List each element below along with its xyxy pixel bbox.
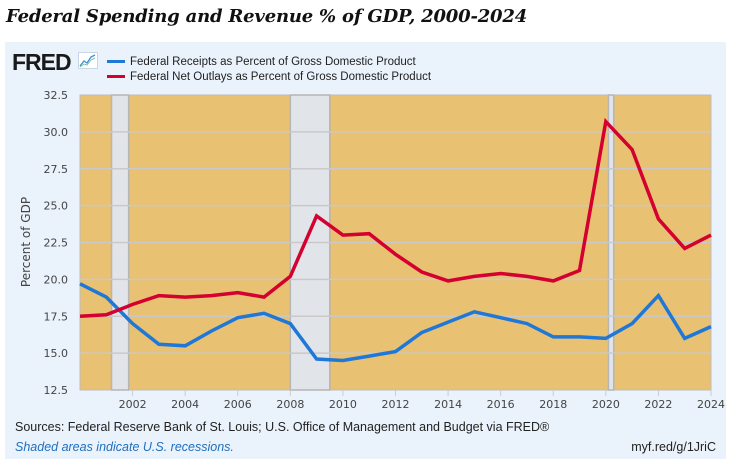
data-point-receipts[interactable] (262, 311, 266, 315)
data-point-outlays[interactable] (683, 246, 687, 250)
data-point-outlays[interactable] (709, 233, 713, 237)
data-point-outlays[interactable] (394, 252, 398, 256)
y-tick-label: 30.0 (44, 126, 69, 139)
data-point-receipts[interactable] (446, 320, 450, 324)
data-point-outlays[interactable] (78, 314, 82, 318)
y-tick-label: 12.5 (44, 384, 69, 397)
data-point-receipts[interactable] (472, 310, 476, 314)
data-point-receipts[interactable] (630, 322, 634, 326)
y-tick-label: 15.0 (44, 347, 69, 360)
x-tick-label: 2012 (382, 398, 410, 411)
data-point-receipts[interactable] (394, 350, 398, 354)
legend-label-outlays: Federal Net Outlays as Percent of Gross … (130, 70, 432, 83)
legend: Federal Receipts as Percent of Gross Dom… (107, 54, 431, 84)
data-point-outlays[interactable] (420, 270, 424, 274)
x-tick-label: 2008 (276, 398, 304, 411)
y-tick-label: 22.5 (44, 237, 69, 250)
series-line-outlays[interactable] (79, 117, 712, 319)
x-tick-label: 2014 (434, 398, 462, 411)
data-point-outlays[interactable] (183, 295, 187, 299)
data-point-receipts[interactable] (551, 335, 555, 339)
legend-label-receipts: Federal Receipts as Percent of Gross Dom… (130, 55, 416, 68)
y-tick-label: 27.5 (44, 163, 69, 176)
x-tick-label: 2010 (329, 398, 357, 411)
data-point-outlays[interactable] (656, 217, 660, 221)
data-point-outlays[interactable] (578, 269, 582, 273)
data-point-receipts[interactable] (683, 336, 687, 340)
line-chart-icon (78, 52, 98, 69)
x-tick-label: 2020 (592, 398, 620, 411)
legend-item-receipts[interactable]: Federal Receipts as Percent of Gross Dom… (107, 54, 431, 69)
y-tick-label: 25.0 (44, 200, 69, 213)
data-point-receipts[interactable] (499, 316, 503, 320)
data-point-outlays[interactable] (315, 214, 319, 218)
data-point-outlays[interactable] (472, 274, 476, 278)
fred-logo[interactable]: FRED (12, 49, 72, 75)
sources-text: Sources: Federal Reserve Bank of St. Lou… (15, 420, 550, 434)
short-url-link[interactable]: myf.red/g/1JriC (631, 440, 716, 454)
data-point-outlays[interactable] (551, 279, 555, 283)
data-point-outlays[interactable] (525, 274, 529, 278)
x-tick-label: 2002 (119, 398, 147, 411)
data-point-outlays[interactable] (630, 148, 634, 152)
data-point-receipts[interactable] (525, 322, 529, 326)
legend-swatch-receipts (107, 60, 125, 63)
y-tick-label: 17.5 (44, 310, 69, 323)
x-tick-label: 2024 (697, 398, 725, 411)
data-point-outlays[interactable] (262, 295, 266, 299)
data-point-outlays[interactable] (157, 294, 161, 298)
data-point-receipts[interactable] (578, 335, 582, 339)
x-tick-label: 2016 (487, 398, 515, 411)
data-point-outlays[interactable] (131, 302, 135, 306)
data-point-outlays[interactable] (499, 271, 503, 275)
legend-swatch-outlays (107, 75, 125, 78)
data-point-outlays[interactable] (446, 279, 450, 283)
data-point-outlays[interactable] (236, 291, 240, 295)
data-point-receipts[interactable] (341, 359, 345, 363)
x-tick-label: 2022 (644, 398, 672, 411)
data-point-outlays[interactable] (288, 274, 292, 278)
data-point-receipts[interactable] (367, 354, 371, 358)
data-point-receipts[interactable] (131, 322, 135, 326)
data-point-outlays[interactable] (209, 294, 213, 298)
page-title: Federal Spending and Revenue % of GDP, 2… (6, 6, 528, 27)
data-point-outlays[interactable] (604, 120, 608, 124)
data-point-receipts[interactable] (104, 295, 108, 299)
data-point-receipts[interactable] (315, 357, 319, 361)
data-point-receipts[interactable] (604, 336, 608, 340)
data-point-outlays[interactable] (341, 233, 345, 237)
x-tick-label: 2006 (224, 398, 252, 411)
data-point-receipts[interactable] (157, 342, 161, 346)
legend-item-outlays[interactable]: Federal Net Outlays as Percent of Gross … (107, 69, 431, 84)
y-axis-title: Percent of GDP (19, 197, 33, 287)
y-tick-label: 32.5 (44, 89, 69, 102)
data-point-receipts[interactable] (209, 329, 213, 333)
data-point-receipts[interactable] (183, 344, 187, 348)
data-point-receipts[interactable] (288, 322, 292, 326)
x-tick-label: 2004 (171, 398, 199, 411)
data-point-receipts[interactable] (78, 282, 82, 286)
data-point-receipts[interactable] (236, 316, 240, 320)
recession-note[interactable]: Shaded areas indicate U.S. recessions. (15, 440, 234, 454)
y-tick-label: 20.0 (44, 273, 69, 286)
data-point-outlays[interactable] (104, 313, 108, 317)
data-point-receipts[interactable] (709, 325, 713, 329)
data-point-receipts[interactable] (420, 330, 424, 334)
series-line-receipts[interactable] (79, 282, 712, 363)
x-tick-label: 2018 (539, 398, 567, 411)
data-point-outlays[interactable] (367, 232, 371, 236)
data-point-receipts[interactable] (656, 294, 660, 298)
